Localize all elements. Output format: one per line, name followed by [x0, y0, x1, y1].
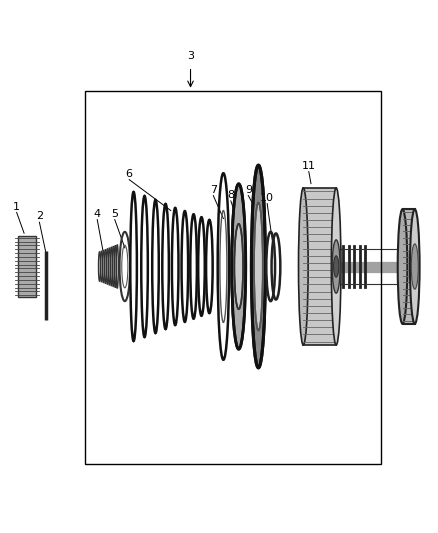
Ellipse shape	[172, 208, 179, 325]
Text: 7: 7	[210, 184, 217, 195]
Text: 10: 10	[260, 192, 274, 203]
Text: 8: 8	[227, 190, 234, 200]
Ellipse shape	[181, 211, 188, 322]
Text: 11: 11	[302, 160, 316, 171]
Ellipse shape	[141, 196, 148, 337]
Text: 4: 4	[94, 208, 101, 219]
Ellipse shape	[131, 192, 137, 341]
Ellipse shape	[410, 209, 420, 324]
Text: 5: 5	[111, 208, 118, 219]
Ellipse shape	[232, 184, 246, 349]
FancyBboxPatch shape	[18, 236, 36, 297]
Ellipse shape	[334, 256, 339, 277]
Ellipse shape	[152, 200, 159, 333]
Ellipse shape	[251, 165, 265, 368]
Ellipse shape	[332, 240, 340, 293]
Text: 1: 1	[13, 202, 20, 212]
Ellipse shape	[198, 217, 205, 316]
Ellipse shape	[331, 188, 341, 345]
Ellipse shape	[254, 203, 263, 330]
Text: 3: 3	[187, 51, 194, 61]
Ellipse shape	[299, 188, 308, 345]
FancyBboxPatch shape	[403, 209, 415, 324]
Ellipse shape	[234, 224, 243, 309]
Text: 6: 6	[126, 168, 133, 179]
Ellipse shape	[398, 209, 407, 324]
Ellipse shape	[206, 220, 213, 313]
Ellipse shape	[162, 204, 169, 329]
Text: 2: 2	[36, 211, 43, 221]
Bar	[85, 91, 381, 464]
Ellipse shape	[411, 244, 418, 289]
FancyBboxPatch shape	[303, 188, 336, 345]
Text: 9: 9	[245, 184, 252, 195]
Ellipse shape	[190, 214, 197, 319]
